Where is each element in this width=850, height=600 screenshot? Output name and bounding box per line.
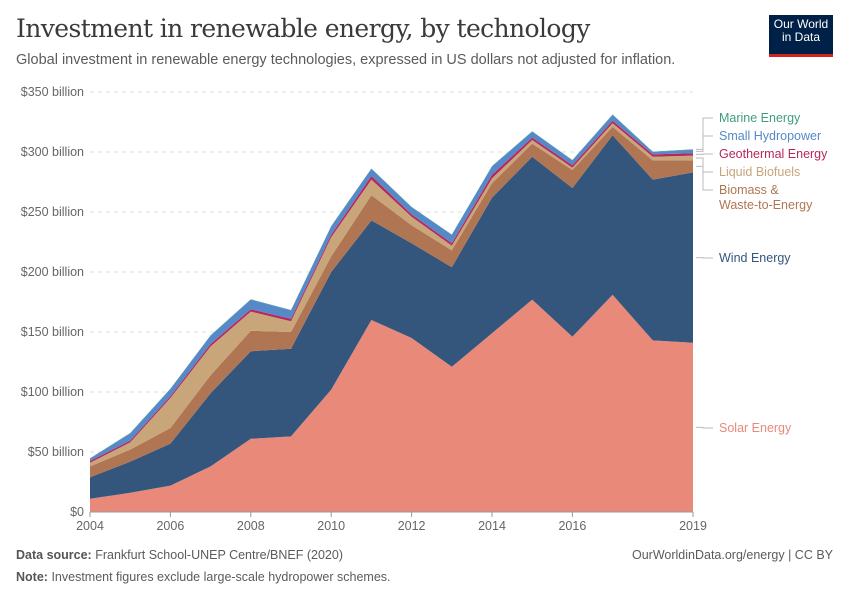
chart-subtitle: Global investment in renewable energy te…	[16, 52, 676, 68]
note-text: Investment figures exclude large-scale h…	[51, 570, 391, 584]
y-tick-label: $300 billion	[21, 145, 84, 159]
x-tick-label: 2008	[237, 519, 265, 533]
legend-label[interactable]: Liquid Biofuels	[719, 165, 800, 179]
note: Note: Investment figures exclude large-s…	[16, 570, 391, 584]
y-tick-label: $0	[70, 505, 84, 519]
legend-label[interactable]: Marine Energy	[719, 111, 801, 125]
legend-connector	[696, 117, 713, 150]
x-tick-label: 2014	[478, 519, 506, 533]
area-solar-energy[interactable]	[90, 294, 693, 512]
chart-title: Investment in renewable energy, by techn…	[16, 14, 590, 43]
x-tick-label: 2010	[317, 519, 345, 533]
legend-connector	[696, 165, 713, 191]
area-wind-energy[interactable]	[90, 135, 693, 499]
legend-label[interactable]: Geothermal Energy	[719, 147, 828, 161]
x-tick-label: 2006	[156, 519, 184, 533]
legend-connector	[696, 426, 713, 429]
y-tick-label: $50 billion	[28, 445, 84, 459]
x-tick-label: 2012	[398, 519, 426, 533]
x-tick-label: 2004	[76, 519, 104, 533]
legend-label[interactable]: Solar Energy	[719, 421, 792, 435]
y-tick-label: $150 billion	[21, 325, 84, 339]
data-source: Data source: Frankfurt School-UNEP Centr…	[16, 548, 343, 562]
area-liquid-biofuels[interactable]	[90, 123, 693, 467]
legend-label[interactable]: Wind Energy	[719, 251, 791, 265]
area-biomass-waste-to-energy[interactable]	[90, 126, 693, 478]
legend-label[interactable]: Small Hydropower	[719, 129, 821, 143]
data-source-text[interactable]: Frankfurt School-UNEP Centre/BNEF (2020)	[95, 548, 343, 562]
y-tick-label: $350 billion	[21, 85, 84, 99]
x-tick-label: 2019	[679, 519, 707, 533]
legend-connector	[696, 157, 713, 173]
owid-logo[interactable]: Our World in Data	[769, 15, 833, 57]
data-source-label: Data source:	[16, 548, 92, 562]
license-link[interactable]: OurWorldinData.org/energy | CC BY	[631, 548, 833, 562]
x-tick-label: 2016	[558, 519, 586, 533]
logo-line1: Our World	[773, 17, 829, 31]
y-tick-label: $250 billion	[21, 205, 84, 219]
y-tick-label: $200 billion	[21, 265, 84, 279]
y-tick-label: $100 billion	[21, 385, 84, 399]
logo-line2: in Data	[781, 30, 821, 44]
legend-label[interactable]: Biomass & Waste-to-Energy	[719, 183, 813, 212]
note-label: Note:	[16, 570, 48, 584]
